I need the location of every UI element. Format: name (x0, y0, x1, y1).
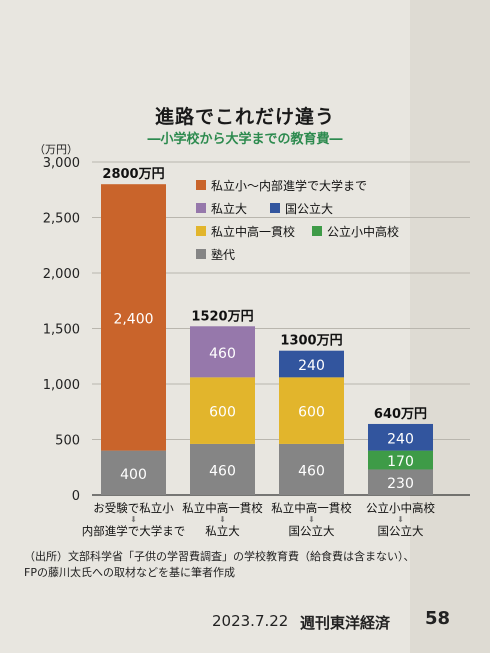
legend-label: 私立大 (211, 201, 247, 216)
segment-value-label: 240 (298, 358, 325, 374)
down-arrow-icon: ⬇ (397, 515, 404, 524)
y-tick-label: 2,000 (43, 267, 80, 282)
bar-segment (368, 450, 433, 470)
bar-segment (190, 377, 255, 444)
segment-value-label: 600 (209, 405, 236, 421)
legend-swatch (196, 180, 206, 190)
down-arrow-icon: ⬇ (130, 515, 137, 524)
down-arrow-icon: ⬇ (219, 515, 226, 524)
segment-value-label: 600 (298, 405, 325, 421)
footer-date: 2023.7.22 (212, 612, 289, 630)
legend-swatch (196, 203, 206, 213)
legend-swatch (196, 249, 206, 259)
x-category-label: 公立小中高校 (366, 501, 435, 515)
source-line-1: （出所）文部科学省「子供の学習費調査」の学校教育費（給食費は含まない）、 (24, 550, 415, 563)
bar-segment (279, 350, 344, 378)
y-tick-label: 0 (72, 489, 80, 504)
legend-swatch (270, 203, 280, 213)
x-category-label: 内部進学で大学まで (82, 524, 186, 538)
segment-value-label: 230 (387, 476, 414, 492)
bar-total-label: 2800万円 (102, 167, 164, 182)
x-category-label: 国公立大 (289, 524, 335, 538)
y-unit-label: （万円） (34, 143, 78, 156)
segment-value-label: 460 (209, 346, 236, 362)
footer-magazine: 週刊東洋経済 (300, 614, 391, 632)
bar-segment (279, 377, 344, 444)
legend-label: 私立中高一貫校 (211, 224, 295, 239)
segment-value-label: 2,400 (113, 311, 153, 327)
y-tick-label: 500 (55, 434, 80, 449)
bar-total-label: 640万円 (374, 407, 427, 422)
x-category-label: 国公立大 (378, 524, 424, 538)
segment-value-label: 460 (209, 463, 236, 479)
page-edge-background (410, 0, 490, 653)
legend-label: 私立小～内部進学で大学まで (211, 178, 367, 193)
bar-segment (368, 469, 433, 495)
segment-value-label: 240 (387, 431, 414, 447)
x-category-label: 私立大 (205, 524, 240, 538)
segment-value-label: 400 (120, 467, 147, 483)
bar-total-label: 1520万円 (191, 309, 253, 324)
bar-segment (101, 184, 166, 451)
legend-label: 塾代 (211, 247, 235, 262)
chart-subtitle: ―小学校から大学までの教育費― (147, 132, 343, 147)
legend-swatch (196, 226, 206, 236)
chart-title: 進路でこれだけ違う (154, 106, 335, 128)
source-note: （出所）文部科学省「子供の学習費調査」の学校教育費（給食費は含まない）、 FPの… (24, 549, 484, 581)
x-category-label: 私立中高一貫校 (182, 501, 263, 515)
y-tick-label: 1,000 (43, 378, 80, 393)
legend-label: 公立小中高校 (327, 224, 399, 239)
source-line-2: FPの藤川太氏への取材などを基に筆者作成 (24, 566, 235, 579)
bar-segment (190, 443, 255, 495)
x-category-label: 私立中高一貫校 (271, 501, 352, 515)
bar-segment (368, 423, 433, 451)
bar-segment (190, 326, 255, 378)
legend-swatch (312, 226, 322, 236)
segment-value-label: 460 (298, 463, 325, 479)
down-arrow-icon: ⬇ (308, 515, 315, 524)
y-tick-label: 2,500 (43, 212, 80, 227)
footer-page-number: 58 (425, 608, 451, 629)
y-tick-label: 1,500 (43, 323, 80, 338)
x-category-label: お受験で私立小 (93, 501, 174, 515)
y-tick-label: 3,000 (43, 156, 80, 171)
segment-value-label: 170 (387, 454, 414, 470)
bar-total-label: 1300万円 (280, 334, 342, 349)
legend-label: 国公立大 (285, 201, 333, 216)
bar-segment (279, 443, 344, 495)
bar-segment (101, 450, 166, 495)
